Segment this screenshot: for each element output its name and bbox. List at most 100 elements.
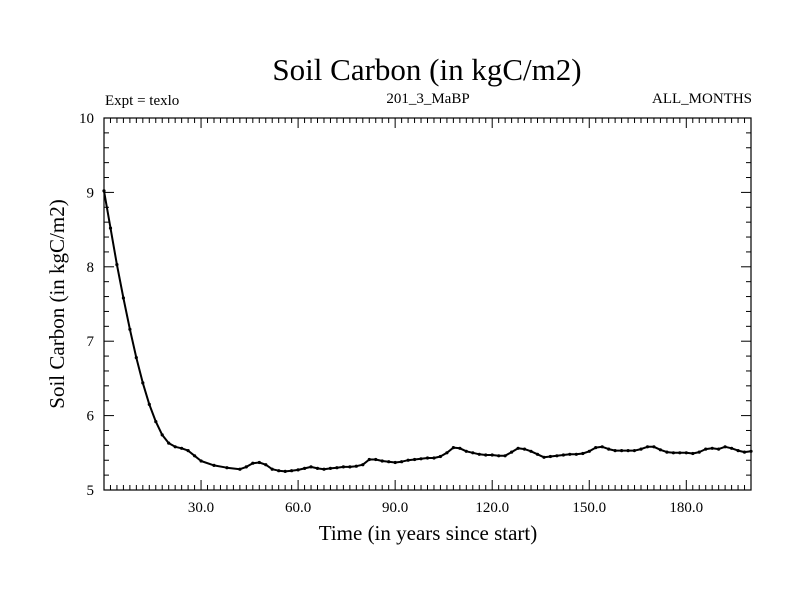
data-point [710,446,714,450]
y-tick-label: 5 [87,483,95,499]
data-point [354,464,358,468]
data-point [348,465,352,469]
data-point [406,458,410,462]
plot-frame [103,117,752,491]
data-point [658,448,663,452]
data-point [510,450,514,454]
period-label: ALL_MONTHS [652,91,752,107]
data-point [730,446,734,450]
data-point [548,454,553,459]
data-point [425,456,430,460]
data-point [361,463,365,467]
data-point [516,446,520,450]
data-point [645,445,650,449]
data-point [154,420,158,424]
data-point [600,445,604,449]
data-point [160,433,164,437]
data-point [574,452,578,456]
data-point [115,263,119,267]
data-point [121,296,125,300]
data-point [438,454,442,459]
data-point [290,469,294,473]
data-point [322,467,326,471]
data-point [445,451,449,455]
x-axis-ticks [103,118,752,490]
y-tick-label: 8 [87,260,95,276]
y-tick-label: 10 [79,111,94,127]
data-point [251,461,255,465]
data-point [225,466,229,470]
data-point [341,465,345,469]
data-point [665,450,669,454]
data-point [587,449,591,453]
data-point [451,446,455,450]
y-tick-label: 7 [87,334,95,350]
y-tick-label: 9 [87,185,95,201]
data-point [464,449,468,453]
data-point [535,452,540,456]
run-label: 201_3_MaBP [386,91,469,107]
data-point [393,460,397,465]
data-point [335,466,339,470]
data-point [283,469,287,473]
y-tick-label: 6 [87,409,95,425]
data-point [387,460,391,464]
data-point [639,447,643,451]
data-point [264,463,268,467]
data-point [367,457,371,462]
data-point [270,467,274,471]
soil-carbon-series-line [103,190,752,473]
data-point [167,441,171,445]
data-point [432,456,436,460]
x-tick-label: 180.0 [669,500,703,516]
data-point [413,457,417,462]
data-point [581,451,585,456]
data-point [238,467,242,471]
data-point [471,451,475,455]
data-point [723,445,727,449]
data-point [632,449,637,453]
data-point [328,466,332,470]
data-point [173,445,177,449]
data-point [315,466,320,470]
x-tick-label: 60.0 [285,500,311,516]
soil-carbon-series-markers [102,189,753,473]
chart-title: Soil Carbon (in kgC/m2) [272,52,581,87]
data-point [380,459,384,463]
x-axis-label: Time (in years since start) [319,521,538,545]
data-point [652,445,656,449]
data-point [458,446,462,450]
data-point [186,449,190,453]
data-point [561,453,566,457]
data-point [697,450,701,454]
data-point [497,454,501,458]
data-point [626,449,630,453]
data-point [691,451,695,456]
data-point [594,446,598,450]
data-point [742,450,747,454]
data-point [180,446,184,450]
data-point [555,454,559,458]
x-tick-label: 30.0 [188,500,214,516]
data-point [244,465,248,469]
data-point [607,447,611,451]
data-point [199,459,203,463]
data-point [374,457,378,462]
data-point [108,226,113,230]
x-tick-label: 120.0 [475,500,509,516]
data-point [477,452,481,456]
data-point [522,447,527,451]
data-point [704,447,708,451]
y-axis-label: Soil Carbon (in kgC/m2) [45,199,69,408]
data-point [671,451,676,455]
y-axis-ticks [104,117,751,491]
data-point [620,449,624,453]
data-point [736,449,740,453]
data-point [529,449,533,453]
x-tick-label: 150.0 [572,500,606,516]
data-point [419,457,423,461]
experiment-label: Expt = texlo [105,93,179,109]
data-point [303,466,307,470]
data-point [400,460,404,464]
